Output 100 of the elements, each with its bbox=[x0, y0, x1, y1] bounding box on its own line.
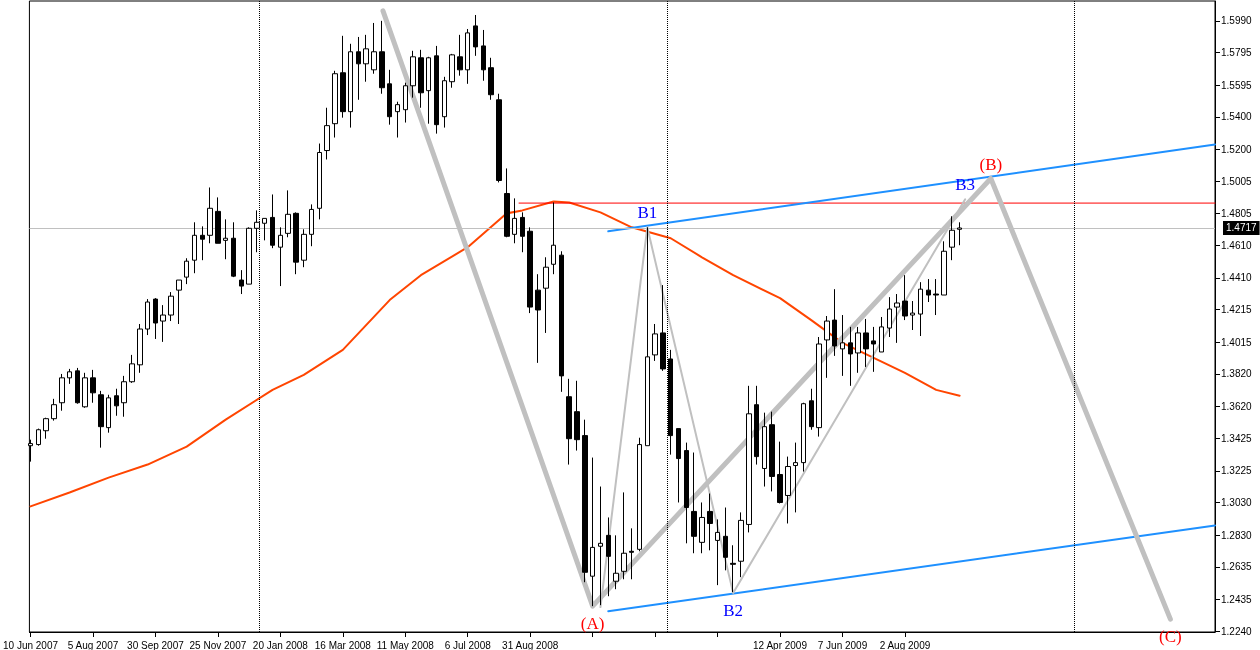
candlestick bbox=[309, 203, 314, 247]
candlestick bbox=[816, 336, 822, 438]
candlestick bbox=[278, 226, 283, 287]
y-tick-label: 1.4215 bbox=[1221, 304, 1253, 316]
y-tick-label: 1.2240 bbox=[1221, 625, 1253, 637]
candlestick bbox=[395, 101, 400, 139]
candlestick bbox=[434, 45, 439, 135]
candlestick bbox=[887, 296, 892, 338]
x-tick-label: 10 Jun 2007 bbox=[2, 639, 59, 650]
y-tick-label: 1.5595 bbox=[1221, 79, 1253, 91]
candlestick bbox=[762, 412, 767, 488]
candlestick bbox=[871, 326, 876, 373]
candlestick bbox=[231, 221, 236, 278]
candlestick bbox=[902, 274, 908, 321]
x-tick-label: 30 Sep 2007 bbox=[127, 639, 185, 650]
candlestick bbox=[848, 326, 853, 387]
candlestick bbox=[332, 70, 338, 139]
y-tick-label: 1.2830 bbox=[1221, 529, 1253, 541]
candlestick bbox=[379, 20, 385, 95]
y-tick-label: 1.5990 bbox=[1221, 15, 1253, 27]
candlestick bbox=[918, 281, 923, 337]
x-tick-label: 5 Aug 2007 bbox=[67, 639, 119, 650]
data-label: (C) bbox=[1159, 627, 1182, 647]
candlestick bbox=[723, 507, 728, 571]
candlestick bbox=[543, 256, 549, 334]
candlestick bbox=[387, 69, 392, 126]
x-tick-label: 16 Mar 2008 bbox=[314, 639, 372, 650]
candlestick bbox=[246, 226, 252, 285]
candlestick bbox=[707, 493, 713, 551]
candlestick bbox=[449, 53, 455, 89]
x-tick-label: 6 Jul 2008 bbox=[444, 639, 492, 650]
candlestick bbox=[738, 511, 744, 578]
candlestick bbox=[606, 516, 611, 597]
candlestick bbox=[746, 385, 752, 533]
candlestick bbox=[207, 186, 213, 244]
candlestick bbox=[121, 375, 127, 418]
candlestick bbox=[223, 218, 228, 260]
candlestick bbox=[598, 486, 603, 606]
candlestick bbox=[676, 428, 681, 503]
candlestick bbox=[769, 411, 775, 492]
candlestick bbox=[215, 196, 221, 244]
candlestick bbox=[129, 354, 135, 384]
candlestick bbox=[949, 215, 955, 261]
data-label: B2 bbox=[723, 601, 744, 621]
candlestick bbox=[512, 197, 517, 244]
candlestick bbox=[418, 49, 424, 109]
data-label: (B) bbox=[979, 154, 1003, 174]
y-tick-label: 1.2635 bbox=[1221, 561, 1253, 573]
candlestick bbox=[340, 35, 346, 119]
candlestick bbox=[809, 388, 814, 431]
candlestick bbox=[426, 56, 431, 125]
candlestick bbox=[894, 293, 900, 344]
candlestick bbox=[442, 76, 447, 129]
data-label: B3 bbox=[955, 175, 976, 195]
ref-line-label: 1.4717 bbox=[1226, 222, 1258, 234]
candlestick bbox=[59, 373, 65, 412]
candlestick bbox=[137, 323, 143, 374]
candlestick bbox=[36, 428, 41, 447]
x-tick-label: 25 Nov 2007 bbox=[189, 639, 247, 650]
candlestick bbox=[715, 518, 720, 586]
candlestick bbox=[910, 300, 915, 331]
y-tick-label: 1.3820 bbox=[1221, 368, 1253, 380]
candlestick bbox=[559, 250, 564, 393]
candlestick bbox=[488, 57, 494, 101]
x-tick-label: 2 Aug 2009 bbox=[879, 639, 931, 650]
y-tick-label: 1.5200 bbox=[1221, 143, 1253, 155]
y-tick-label: 1.3030 bbox=[1221, 496, 1253, 508]
y-tick-label: 1.5400 bbox=[1221, 111, 1253, 123]
candlestick bbox=[262, 217, 267, 241]
candlestick bbox=[613, 534, 619, 590]
candlestick bbox=[520, 211, 525, 253]
candlestick bbox=[168, 291, 174, 322]
candlestick bbox=[754, 385, 759, 466]
candlestick bbox=[785, 456, 791, 524]
candlestick bbox=[363, 34, 369, 83]
candlestick bbox=[465, 28, 470, 85]
candlestick bbox=[504, 167, 510, 238]
candlestick bbox=[566, 378, 572, 466]
y-tick-label: 1.4015 bbox=[1221, 336, 1253, 348]
candlestick bbox=[574, 380, 580, 452]
data-label: B1 bbox=[637, 203, 658, 223]
candlestick bbox=[293, 211, 299, 275]
candlestick bbox=[863, 318, 869, 368]
candlestick bbox=[551, 201, 556, 275]
y-tick-label: 1.3620 bbox=[1221, 400, 1253, 412]
candlestick bbox=[106, 394, 111, 434]
candlestick bbox=[317, 143, 322, 220]
candlestick bbox=[457, 34, 463, 77]
candlestick bbox=[629, 527, 634, 580]
y-tick-label: 1.3225 bbox=[1221, 465, 1253, 477]
candlestick bbox=[67, 368, 72, 385]
candlestick bbox=[777, 441, 783, 504]
candlestick bbox=[371, 22, 377, 75]
candlestick bbox=[645, 226, 650, 447]
candlestick bbox=[535, 273, 541, 364]
candlestick bbox=[699, 501, 705, 554]
candlestick bbox=[301, 228, 307, 268]
candlestick bbox=[801, 402, 806, 473]
candlestick bbox=[153, 297, 158, 340]
candlestick bbox=[824, 315, 830, 379]
